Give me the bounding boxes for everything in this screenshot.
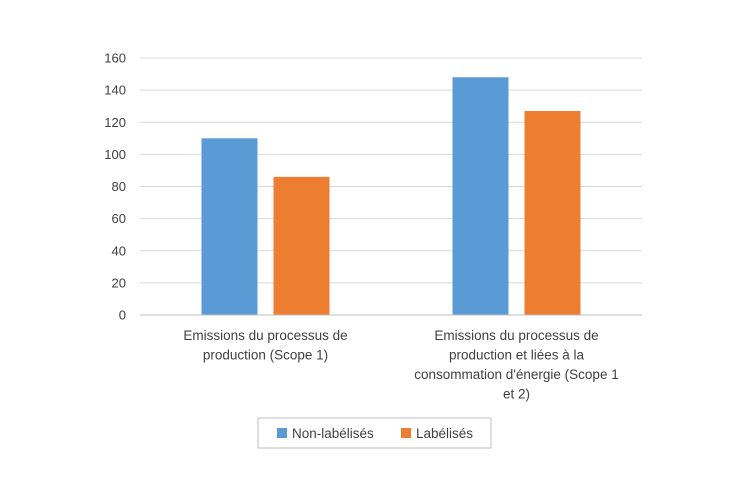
y-tick-label: 120 <box>104 115 126 130</box>
x-axis-category-labels: Emissions du processus de production (Sco… <box>183 328 618 402</box>
bar-non-labelises-2 <box>452 77 509 316</box>
bar-non-labelises-1 <box>201 138 258 315</box>
bar-labelises-2 <box>524 111 581 315</box>
y-tick-label: 40 <box>112 243 126 258</box>
legend-box <box>257 417 492 449</box>
x-category-label-line: et 2) <box>503 387 530 402</box>
legend: Non-labélisés Labélisés <box>257 417 492 449</box>
y-axis-tick-labels: 0 20 40 60 80 100 120 140 160 <box>104 51 126 323</box>
y-tick-label: 0 <box>119 308 126 323</box>
x-category-label-line: Emissions du processus de <box>183 328 347 343</box>
y-tick-label: 160 <box>104 51 126 66</box>
legend-label-non-labelises: Non-labélisés <box>292 426 374 441</box>
legend-swatch-labelises <box>401 428 411 438</box>
x-category-label-line: Emissions du processus de <box>434 328 598 343</box>
y-tick-label: 80 <box>112 179 126 194</box>
y-tick-label: 20 <box>112 275 126 290</box>
x-category-label-line: production (Scope 1) <box>203 348 328 363</box>
x-category-label-line: production et liées à la <box>449 348 585 363</box>
y-tick-label: 100 <box>104 147 126 162</box>
y-tick-label: 140 <box>104 83 126 98</box>
x-category-label-line: consommation d'énergie (Scope 1 <box>414 367 618 382</box>
y-tick-label: 60 <box>112 211 126 226</box>
bar-labelises-1 <box>273 176 330 315</box>
legend-label-labelises: Labélisés <box>416 426 473 441</box>
bars <box>201 77 581 316</box>
legend-swatch-non-labelises <box>277 428 287 438</box>
